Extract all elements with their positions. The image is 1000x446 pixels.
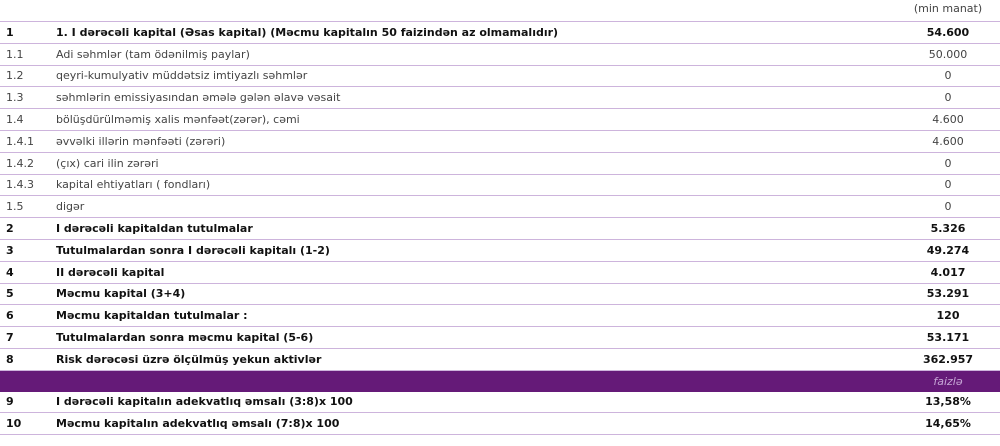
table-row: 1.4 bölüşdürülməmiş xalis mənfəət(zərər),… xyxy=(0,108,1000,131)
row-value: 53.291 xyxy=(900,283,1000,306)
row-number: 1.3 xyxy=(0,86,56,110)
row-label: səhmlərin emissiyasından əmələ gələn əla… xyxy=(56,86,900,110)
row-value: 13,58% xyxy=(900,391,1000,414)
table-row: 1.2 qeyri-kumulyativ müddətsiz imtiyazlı … xyxy=(0,65,1000,88)
row-number: 4 xyxy=(0,261,56,284)
row-value: 0 xyxy=(900,86,1000,110)
table-row: 1.4.3 kapital ehtiyatları ( fondları) 0 xyxy=(0,174,1000,197)
row-number: 1.4.2 xyxy=(0,152,56,175)
row-number: 1.4 xyxy=(0,108,56,131)
row-number: 8 xyxy=(0,348,56,371)
row-label: I dərəcəli kapitalın adekvatlıq əmsalı (… xyxy=(56,391,900,414)
row-number: 1.5 xyxy=(0,195,56,219)
row-label: əvvəlki illərin mənfəəti (zərəri) xyxy=(56,130,900,153)
table-row: 3 Tutulmalardan sonra I dərəcəli kapitalı… xyxy=(0,239,1000,262)
table-row: 1.5 digər 0 xyxy=(0,195,1000,219)
row-value: 4.017 xyxy=(900,261,1000,284)
row-value: 54.600 xyxy=(900,21,1000,44)
unit-label: (min manat) xyxy=(913,2,983,15)
table-row: 6 Məcmu kapitaldan tutulmalar :120 xyxy=(0,304,1000,328)
row-label: bölüşdürülməmiş xalis mənfəət(zərər), cə… xyxy=(56,108,900,131)
row-label: Tutulmalardan sonra məcmu kapital (5-6) xyxy=(56,326,900,349)
row-label: Məcmu kapitalın adekvatlıq əmsalı (7:8)x… xyxy=(56,412,900,436)
table-row: 1.4.2 (çıx) cari ilin zərəri 0 xyxy=(0,152,1000,175)
row-number: 1 xyxy=(0,21,56,44)
row-number: 10 xyxy=(0,412,56,436)
row-value: 0 xyxy=(900,65,1000,88)
percent-section-band: faizlə xyxy=(0,370,1000,392)
row-value: 50.000 xyxy=(900,43,1000,66)
row-label: Risk dərəcəsi üzrə ölçülmüş yekun aktivl… xyxy=(56,348,900,371)
row-value: 0 xyxy=(900,152,1000,175)
band-label: faizlə xyxy=(900,370,1000,392)
row-label: (çıx) cari ilin zərəri xyxy=(56,152,900,175)
band-spacer xyxy=(0,370,56,392)
row-label: Məcmu kapital (3+4) xyxy=(56,283,900,306)
row-value: 0 xyxy=(900,174,1000,197)
row-number: 1.2 xyxy=(0,65,56,88)
table-row: 1 1. I dərəcəli kapital (Əsas kapital) (M… xyxy=(0,21,1000,44)
row-number: 3 xyxy=(0,239,56,262)
row-number: 1.4.3 xyxy=(0,174,56,197)
table-row: 8 Risk dərəcəsi üzrə ölçülmüş yekun aktiv… xyxy=(0,348,1000,371)
row-value: 49.274 xyxy=(900,239,1000,262)
table-row: 1.4.1 əvvəlki illərin mənfəəti (zərəri) 4.… xyxy=(0,130,1000,153)
row-label: II dərəcəli kapital xyxy=(56,261,900,284)
row-value: 53.171 xyxy=(900,326,1000,349)
row-number: 5 xyxy=(0,283,56,306)
row-label: qeyri-kumulyativ müddətsiz imtiyazlı səh… xyxy=(56,65,900,88)
row-number: 9 xyxy=(0,391,56,414)
row-number: 1.4.1 xyxy=(0,130,56,153)
row-value: 4.600 xyxy=(900,108,1000,131)
row-value: 362.957 xyxy=(900,348,1000,371)
row-label: Tutulmalardan sonra I dərəcəli kapitalı … xyxy=(56,239,900,262)
row-label: 1. I dərəcəli kapital (Əsas kapital) (Mə… xyxy=(56,21,900,44)
table-row: 10 Məcmu kapitalın adekvatlıq əmsalı (7:8… xyxy=(0,412,1000,436)
capital-adequacy-table: 1 1. I dərəcəli kapital (Əsas kapital) (M… xyxy=(0,21,1000,436)
row-value: 14,65% xyxy=(900,412,1000,436)
row-number: 2 xyxy=(0,217,56,240)
row-label: Adi səhmlər (tam ödənilmiş paylar) xyxy=(56,43,900,66)
row-value: 120 xyxy=(900,304,1000,328)
row-label: digər xyxy=(56,195,900,219)
table-row: 4 II dərəcəli kapital 4.017 xyxy=(0,261,1000,284)
row-value: 4.600 xyxy=(900,130,1000,153)
band-spacer xyxy=(56,370,900,392)
row-number: 1.1 xyxy=(0,43,56,66)
table-row: 1.3 səhmlərin emissiyasından əmələ gələn … xyxy=(0,86,1000,110)
table-row: 1.1 Adi səhmlər (tam ödənilmiş paylar) 50.… xyxy=(0,43,1000,66)
row-value: 5.326 xyxy=(900,217,1000,240)
row-label: Məcmu kapitaldan tutulmalar : xyxy=(56,304,900,328)
table-row: 5 Məcmu kapital (3+4) 53.291 xyxy=(0,283,1000,306)
row-label: kapital ehtiyatları ( fondları) xyxy=(56,174,900,197)
row-label: I dərəcəli kapitaldan tutulmalar xyxy=(56,217,900,240)
row-number: 7 xyxy=(0,326,56,349)
table-row: 7 Tutulmalardan sonra məcmu kapital (5-6)… xyxy=(0,326,1000,349)
row-number: 6 xyxy=(0,304,56,328)
row-value: 0 xyxy=(900,195,1000,219)
